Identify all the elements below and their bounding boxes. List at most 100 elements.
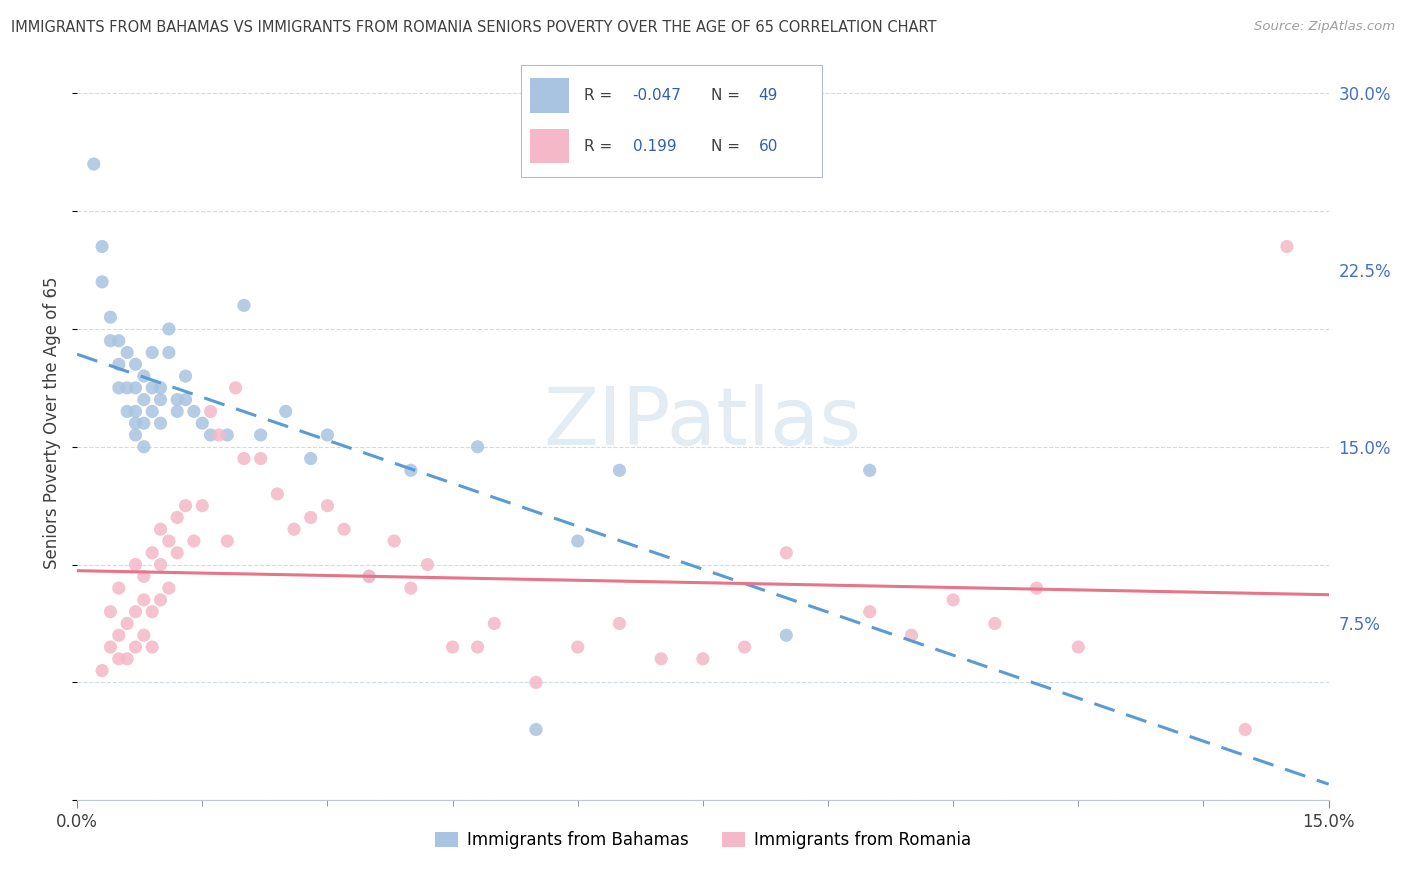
Point [299,451,322,466]
Point [149,416,172,430]
Point [166,404,188,418]
Point [416,558,439,572]
Point [316,428,339,442]
Point [174,392,197,407]
Point [91,239,114,253]
Point [183,534,205,549]
Point [124,605,146,619]
Point [91,664,114,678]
Point [775,546,797,560]
Point [316,499,339,513]
Point [1234,723,1257,737]
Point [859,605,882,619]
Point [157,534,180,549]
Point [141,546,163,560]
Point [124,404,146,418]
Point [200,428,222,442]
Point [166,392,188,407]
Point [359,569,381,583]
Point [166,546,188,560]
Point [132,569,155,583]
Point [124,416,146,430]
Point [124,558,146,572]
Point [692,652,714,666]
Point [124,640,146,654]
Point [1025,581,1047,595]
Point [183,404,205,418]
Point [900,628,922,642]
Point [1067,640,1090,654]
Point [399,463,422,477]
Point [132,416,155,430]
Point [141,605,163,619]
Point [141,381,163,395]
Point [115,345,138,359]
Point [283,522,305,536]
Point [157,322,180,336]
Point [115,404,138,418]
Point [132,369,155,384]
Point [115,652,138,666]
Point [524,675,547,690]
Point [174,499,197,513]
Point [233,298,256,312]
Point [141,404,163,418]
Point [108,381,131,395]
Point [775,628,797,642]
Point [149,381,172,395]
Point [208,428,231,442]
Point [100,640,122,654]
Point [174,369,197,384]
Point [524,723,547,737]
Point [225,381,247,395]
Point [984,616,1007,631]
Point [382,534,405,549]
Y-axis label: Seniors Poverty Over the Age of 65: Seniors Poverty Over the Age of 65 [44,277,60,569]
Point [83,157,105,171]
Point [191,499,214,513]
Point [166,510,188,524]
Point [609,616,631,631]
Point [217,428,239,442]
Point [441,640,464,654]
Legend: Immigrants from Bahamas, Immigrants from Romania: Immigrants from Bahamas, Immigrants from… [429,824,977,856]
Point [108,357,131,371]
Point [249,428,271,442]
Point [124,381,146,395]
Point [132,628,155,642]
Point [108,652,131,666]
Point [91,275,114,289]
Point [115,616,138,631]
Point [399,581,422,595]
Point [132,392,155,407]
Point [217,534,239,549]
Point [108,334,131,348]
Point [132,593,155,607]
Point [141,345,163,359]
Point [567,640,589,654]
Point [124,428,146,442]
Point [149,593,172,607]
Point [467,440,489,454]
Point [157,581,180,595]
Point [266,487,288,501]
Point [249,451,271,466]
Point [141,640,163,654]
Point [108,628,131,642]
Point [115,381,138,395]
Point [124,357,146,371]
Point [191,416,214,430]
Point [859,463,882,477]
Point [108,581,131,595]
Point [149,558,172,572]
Point [650,652,672,666]
Point [333,522,356,536]
Point [567,534,589,549]
Text: Source: ZipAtlas.com: Source: ZipAtlas.com [1254,20,1395,33]
Point [299,510,322,524]
Point [200,404,222,418]
Point [132,440,155,454]
Point [484,616,506,631]
Point [100,310,122,325]
Text: IMMIGRANTS FROM BAHAMAS VS IMMIGRANTS FROM ROMANIA SENIORS POVERTY OVER THE AGE : IMMIGRANTS FROM BAHAMAS VS IMMIGRANTS FR… [11,20,936,35]
